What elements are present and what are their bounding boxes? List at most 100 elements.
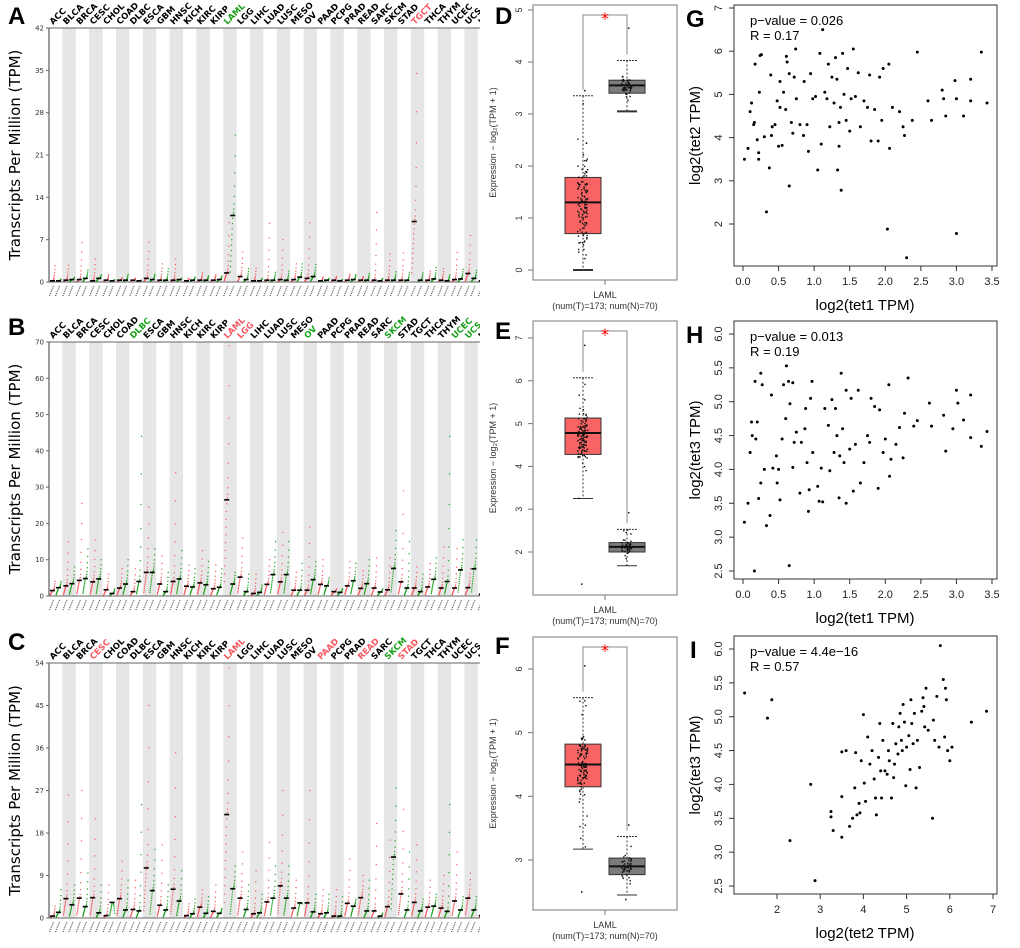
normal-point — [83, 909, 86, 911]
tumor-point — [305, 907, 307, 909]
tumor-point — [321, 581, 323, 584]
normal-median-line — [163, 909, 169, 911]
normal-point — [472, 575, 474, 578]
y-tick-label: 36 — [35, 745, 44, 753]
normal-point — [260, 590, 262, 592]
tumor-point — [65, 900, 67, 902]
tumor-point — [290, 915, 292, 918]
normal-point — [475, 904, 477, 906]
tumor-point — [133, 589, 135, 591]
normal-median-line — [149, 278, 155, 281]
normal-point — [287, 880, 290, 882]
tumor-point — [227, 487, 229, 489]
normal-point — [403, 916, 406, 918]
normal-point — [271, 903, 273, 905]
normal-point — [284, 904, 286, 906]
normal-point — [487, 594, 488, 595]
tumor-point — [201, 570, 203, 572]
tumor-point — [160, 582, 162, 584]
x-tick-label-mark — [115, 599, 122, 611]
tumor-point — [201, 272, 204, 274]
normal-point — [114, 588, 116, 590]
normal-point — [472, 912, 474, 915]
tumor-median-line — [452, 278, 457, 281]
tumor-point — [184, 589, 187, 591]
tumor-point — [268, 574, 270, 576]
normal-point — [99, 576, 101, 579]
tumor-point — [171, 896, 173, 898]
normal-point — [350, 593, 352, 595]
tumor-point — [81, 789, 83, 792]
normal-point — [231, 584, 234, 587]
tumor-point — [94, 838, 96, 840]
tumor-point — [290, 915, 293, 917]
normal-point — [435, 557, 437, 559]
normal-point — [194, 568, 196, 570]
tumor-point — [66, 889, 68, 892]
normal-point — [100, 275, 102, 278]
tumor-point — [148, 523, 150, 525]
normal-point — [60, 583, 62, 585]
x-tick-label-mark — [75, 599, 81, 611]
tumor-point — [389, 265, 391, 267]
normal-point — [473, 571, 475, 573]
normal-point — [180, 884, 182, 886]
tumor-point — [464, 280, 467, 282]
y-tick-label: 21 — [35, 152, 44, 160]
tumor-point — [264, 909, 267, 911]
normal-point — [325, 586, 327, 588]
normal-point — [166, 277, 168, 280]
normal-point — [234, 155, 236, 157]
normal-point — [70, 907, 72, 910]
normal-point — [82, 589, 84, 592]
tumor-point — [173, 579, 175, 581]
tumor-point — [227, 802, 229, 804]
tumor-point — [131, 912, 133, 914]
tumor-point — [145, 877, 147, 879]
normal-median-line — [485, 915, 490, 917]
tumor-point — [170, 590, 172, 593]
normal-point — [313, 274, 316, 276]
tumor-point — [416, 111, 418, 113]
tumor-point — [452, 592, 454, 594]
normal-point — [448, 277, 450, 280]
band — [250, 663, 264, 918]
x-tick-label-mark — [470, 921, 476, 933]
normal-point — [355, 275, 357, 277]
normal-point — [163, 914, 165, 917]
x-tick-label-mark — [81, 599, 87, 611]
plot-area: ACCBLCABRCACESCCHOLCOADDLBCESCAGBMHNSCKI… — [49, 315, 488, 611]
tumor-point — [53, 586, 55, 588]
tumor-point — [411, 593, 413, 595]
normal-point — [462, 539, 464, 541]
normal-point — [435, 562, 437, 565]
normal-point — [274, 873, 276, 875]
tumor-point — [226, 503, 228, 505]
tumor-point — [348, 581, 350, 583]
normal-point — [392, 568, 395, 571]
tumor-point — [483, 913, 484, 914]
normal-point — [405, 590, 407, 593]
tumor-median-line — [170, 580, 176, 583]
normal-point — [247, 578, 250, 580]
tumor-point — [480, 594, 481, 595]
normal-point — [70, 908, 72, 911]
normal-point — [126, 577, 128, 579]
tumor-point — [214, 901, 216, 903]
normal-point — [285, 576, 287, 578]
normal-point — [193, 583, 195, 585]
tumor-point — [144, 897, 146, 899]
tumor-jitter-point — [585, 191, 587, 193]
tumor-point — [321, 580, 323, 582]
tumor-point — [228, 222, 230, 224]
tumor-point — [254, 278, 256, 280]
tumor-point — [375, 845, 378, 847]
tumor-point — [121, 277, 123, 279]
normal-point — [311, 585, 313, 587]
tumor-point — [267, 887, 270, 889]
normal-point — [310, 591, 312, 593]
tumor-point — [188, 903, 190, 905]
tumor-point — [399, 586, 401, 588]
normal-point — [408, 888, 410, 890]
normal-point — [127, 879, 129, 881]
